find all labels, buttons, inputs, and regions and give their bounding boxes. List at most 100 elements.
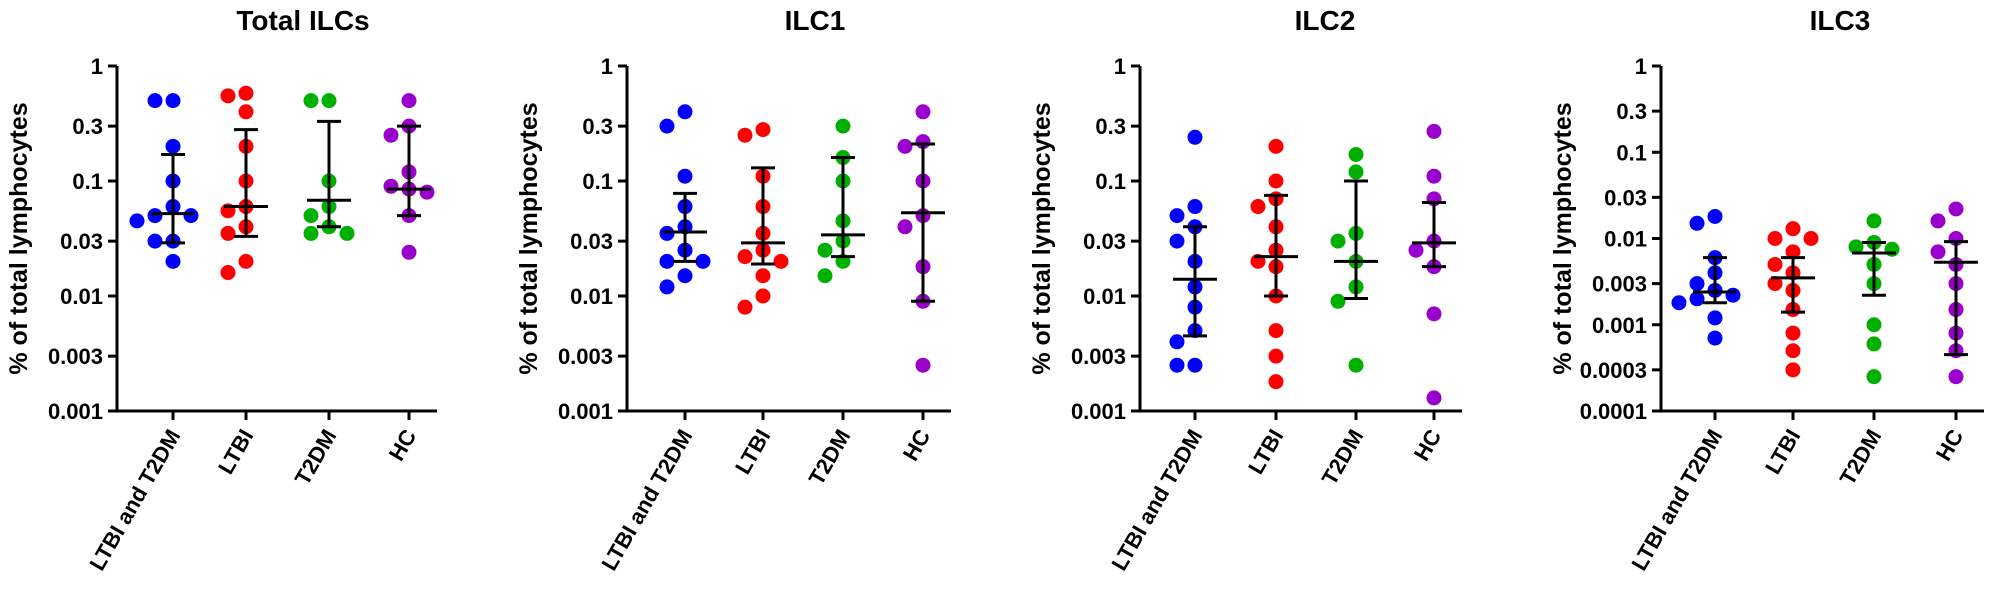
data-point (915, 357, 931, 373)
data-point (1348, 164, 1364, 180)
data-point (1866, 336, 1882, 352)
data-point (1426, 123, 1442, 139)
x-tick-label: T2DM (804, 425, 856, 489)
data-point (1785, 362, 1801, 378)
data-point (1169, 357, 1185, 373)
y-tick-label: 0.003 (1071, 344, 1126, 369)
data-point (1187, 129, 1203, 145)
data-point (773, 253, 789, 269)
data-point (1348, 357, 1364, 373)
data-point (147, 233, 163, 249)
data-point (695, 253, 711, 269)
y-tick-label: 0.01 (60, 284, 103, 309)
data-point (129, 213, 145, 229)
data-point (817, 268, 833, 284)
y-axis-label: % of total lymphocytes (1028, 102, 1056, 374)
data-point (147, 208, 163, 224)
data-point (1866, 317, 1882, 333)
data-point (383, 127, 399, 143)
y-axis-label: % of total lymphocytes (5, 102, 33, 374)
y-tick-label: 0.001 (48, 399, 103, 424)
y-tick-label: 0.3 (1095, 114, 1126, 139)
x-tick-label: HC (1409, 425, 1447, 465)
data-point (1785, 221, 1801, 237)
y-tick-label: 0.3 (582, 114, 613, 139)
data-point (303, 225, 319, 241)
x-tick-label: LTBI (730, 425, 775, 478)
data-point (1785, 325, 1801, 341)
data-point (1671, 295, 1687, 311)
x-tick-label: LTBI and T2DM (596, 425, 697, 575)
y-axis-label: % of total lymphocytes (515, 102, 543, 374)
data-point (1268, 348, 1284, 364)
data-point (339, 225, 355, 241)
data-point (1268, 323, 1284, 339)
data-point (147, 93, 163, 109)
y-tick-label: 0.3 (1616, 99, 1647, 124)
data-point (183, 208, 199, 224)
data-point (1426, 168, 1442, 184)
data-point (677, 268, 693, 284)
data-point (1948, 201, 1964, 217)
x-tick-label: HC (384, 425, 422, 465)
y-tick-label: 0.003 (48, 344, 103, 369)
x-tick-label: T2DM (1317, 425, 1369, 489)
x-tick-label: HC (1931, 425, 1969, 465)
data-point (677, 104, 693, 120)
data-point (897, 138, 913, 154)
y-tick-label: 1 (1114, 54, 1126, 79)
y-tick-label: 0.03 (60, 229, 103, 254)
panel-1: Total ILCs % of total lymphocytes 0.001 0.0… (5, 5, 437, 575)
data-point (401, 244, 417, 260)
data-point (1803, 231, 1819, 246)
y-tick-label: 0.03 (1083, 229, 1126, 254)
data-point (1169, 208, 1185, 224)
panel-title: ILC3 (1810, 5, 1871, 36)
data-point (737, 299, 753, 315)
panel-title: ILC1 (785, 5, 846, 36)
data-point (419, 184, 435, 200)
data-point (755, 268, 771, 284)
y-tick-label: 0.1 (1616, 140, 1647, 165)
x-tick-label: LTBI (1760, 425, 1805, 478)
data-point (220, 88, 236, 104)
data-point (1689, 291, 1705, 307)
data-point (659, 279, 675, 295)
data-point (755, 122, 771, 138)
y-tick-label: 0.003 (1592, 272, 1647, 297)
data-point (1426, 306, 1442, 322)
panel-title: Total ILCs (236, 5, 369, 36)
data-point (1707, 208, 1723, 224)
y-tick-label: 0.001 (1071, 399, 1126, 424)
data-point (1767, 276, 1783, 292)
data-point (220, 225, 236, 241)
data-point (220, 265, 236, 281)
data-point (401, 93, 417, 109)
y-tick-label: 0.01 (1604, 227, 1647, 252)
y-tick-label: 1 (1635, 54, 1647, 79)
y-tick-label: 0.1 (582, 169, 613, 194)
y-tick-label: 0.01 (1083, 284, 1126, 309)
y-tick-label: 1 (601, 54, 613, 79)
data-point (165, 93, 181, 109)
y-tick-label: 0.001 (558, 399, 613, 424)
y-tick-label: 0.0001 (1580, 399, 1647, 424)
data-point (737, 127, 753, 143)
data-point (1725, 287, 1741, 303)
data-point (1884, 241, 1900, 257)
data-point (1930, 244, 1946, 260)
y-tick-label: 0.01 (570, 284, 613, 309)
data-point (1169, 233, 1185, 249)
data-point (1848, 239, 1864, 255)
data-point (303, 208, 319, 224)
data-point (165, 138, 181, 154)
data-point (897, 219, 913, 235)
y-tick-label: 0.003 (558, 344, 613, 369)
x-tick-label: LTBI (213, 425, 258, 478)
y-tick-label: 0.1 (1095, 169, 1126, 194)
data-point (1689, 215, 1705, 231)
data-point (1250, 199, 1266, 215)
y-tick-label: 1 (91, 54, 103, 79)
